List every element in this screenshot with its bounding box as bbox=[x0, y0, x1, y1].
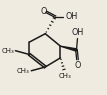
Text: OH: OH bbox=[72, 28, 84, 37]
Text: CH₃: CH₃ bbox=[59, 73, 71, 79]
Text: OH: OH bbox=[66, 12, 78, 21]
Text: CH₃: CH₃ bbox=[17, 68, 30, 74]
Text: O: O bbox=[74, 61, 81, 70]
Text: CH₃: CH₃ bbox=[1, 48, 14, 54]
Polygon shape bbox=[60, 46, 77, 51]
Text: O: O bbox=[40, 7, 46, 16]
